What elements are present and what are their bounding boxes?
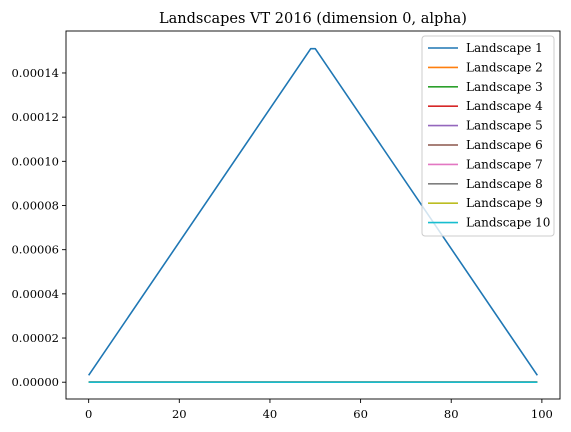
y-tick-label: 0.00014 <box>11 66 59 80</box>
x-tick-label: 100 <box>531 407 553 421</box>
legend-label-4: Landscape 4 <box>466 99 543 113</box>
legend-label-9: Landscape 9 <box>466 196 543 210</box>
y-tick-label: 0.00002 <box>11 331 59 345</box>
legend-label-10: Landscape 10 <box>466 216 550 230</box>
y-tick-label: 0.00008 <box>11 199 59 213</box>
legend-label-3: Landscape 3 <box>466 80 543 94</box>
y-tick-label: 0.00006 <box>11 243 59 257</box>
x-tick-label: 60 <box>353 407 368 421</box>
legend-label-7: Landscape 7 <box>466 157 543 171</box>
x-tick-label: 80 <box>444 407 459 421</box>
legend-label-5: Landscape 5 <box>466 119 543 133</box>
x-axis: 0 20 40 60 80 100 <box>85 399 553 421</box>
y-tick-label: 0.00000 <box>11 375 59 389</box>
legend: Landscape 1 Landscape 2 Landscape 3 Landsca… <box>421 35 555 237</box>
y-tick-label: 0.00010 <box>11 154 59 168</box>
x-tick-label: 40 <box>263 407 278 421</box>
legend-label-2: Landscape 2 <box>466 60 543 74</box>
y-axis: 0.00000 0.00002 0.00004 0.00006 0.00008 0.000… <box>11 66 66 389</box>
legend-label-6: Landscape 6 <box>466 138 543 152</box>
x-tick-label: 0 <box>85 407 92 421</box>
chart-title: Landscapes VT 2016 (dimension 0, alpha) <box>159 11 467 27</box>
legend-label-8: Landscape 8 <box>466 177 543 191</box>
plot-area-frame <box>65 30 561 400</box>
y-tick-label: 0.00012 <box>11 110 59 124</box>
y-tick-label: 0.00004 <box>11 287 59 301</box>
legend-label-1: Landscape 1 <box>466 41 543 55</box>
x-tick-label: 20 <box>172 407 187 421</box>
